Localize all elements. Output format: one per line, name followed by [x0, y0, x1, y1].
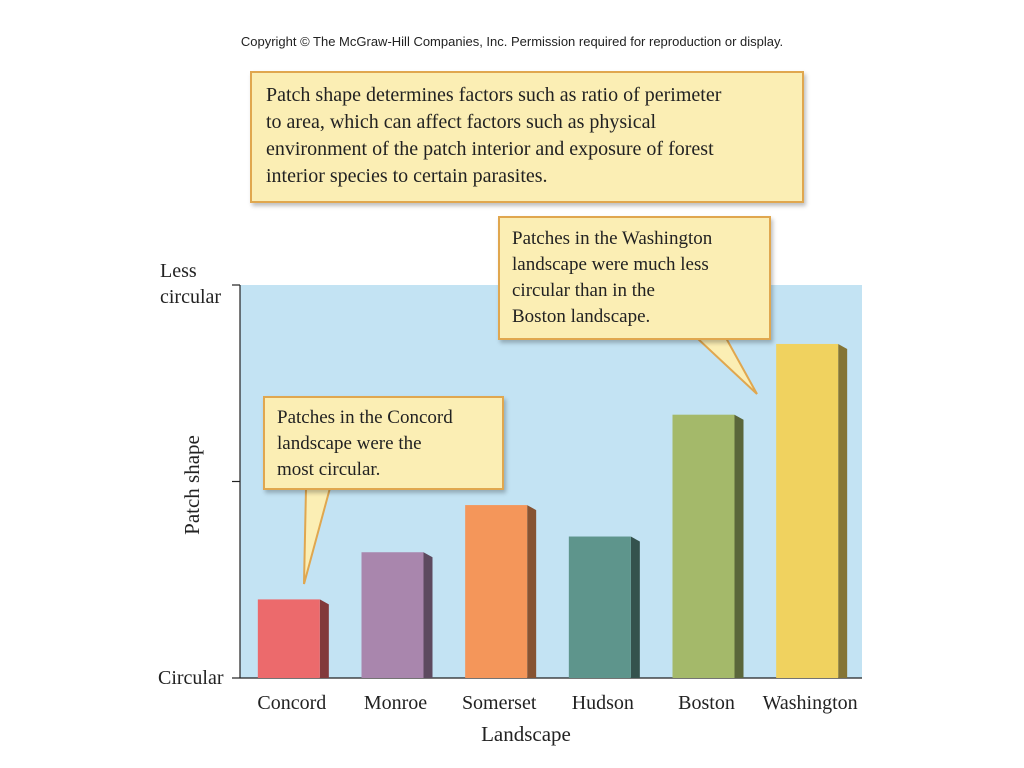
bar: [672, 414, 735, 678]
y-tick-label-top: circular: [160, 286, 221, 308]
callout-line: most circular.: [277, 459, 381, 480]
callout-line: landscape were the: [277, 433, 422, 454]
bar: [361, 552, 424, 678]
callout-line: landscape were much less: [512, 254, 709, 275]
x-axis-label: Landscape: [481, 722, 571, 746]
y-tick-label-bottom: Circular: [158, 667, 224, 689]
y-tick-label-top: Less: [160, 260, 197, 282]
x-tick-label: Somerset: [462, 692, 537, 714]
callout-line: circular than in the: [512, 280, 655, 301]
bar-side: [319, 599, 329, 678]
callout-patch-shape: Patch shape determines factors such as r…: [250, 71, 804, 203]
bar-side: [630, 536, 640, 678]
bar: [257, 599, 320, 678]
callout-line: to area, which can affect factors such a…: [266, 111, 657, 133]
callout-line: Boston landscape.: [512, 306, 651, 327]
bar-side: [423, 552, 433, 678]
x-tick-label: Washington: [763, 692, 858, 714]
bar-side: [734, 414, 744, 678]
x-tick-label: Boston: [678, 692, 735, 714]
y-axis-label: Patch shape: [180, 435, 204, 535]
bar-side: [527, 505, 537, 678]
callout-line: interior species to certain parasites.: [266, 165, 548, 187]
copyright-notice: Copyright © The McGraw-Hill Companies, I…: [240, 34, 784, 49]
bar: [776, 343, 839, 678]
x-tick-label: Monroe: [364, 692, 427, 714]
bar-side: [838, 343, 848, 678]
bar: [568, 536, 631, 678]
bar: [465, 505, 528, 678]
callout-line: Patch shape determines factors such as r…: [266, 84, 722, 106]
callout-line: environment of the patch interior and ex…: [266, 138, 714, 160]
x-tick-label: Hudson: [572, 692, 634, 714]
x-tick-label: Concord: [257, 692, 326, 714]
callout-line: Patches in the Concord: [277, 407, 453, 428]
callout-concord: Patches in the Concord landscape were th…: [263, 396, 504, 490]
callout-line: Patches in the Washington: [512, 228, 713, 249]
callout-washington: Patches in the Washington landscape were…: [498, 216, 771, 340]
